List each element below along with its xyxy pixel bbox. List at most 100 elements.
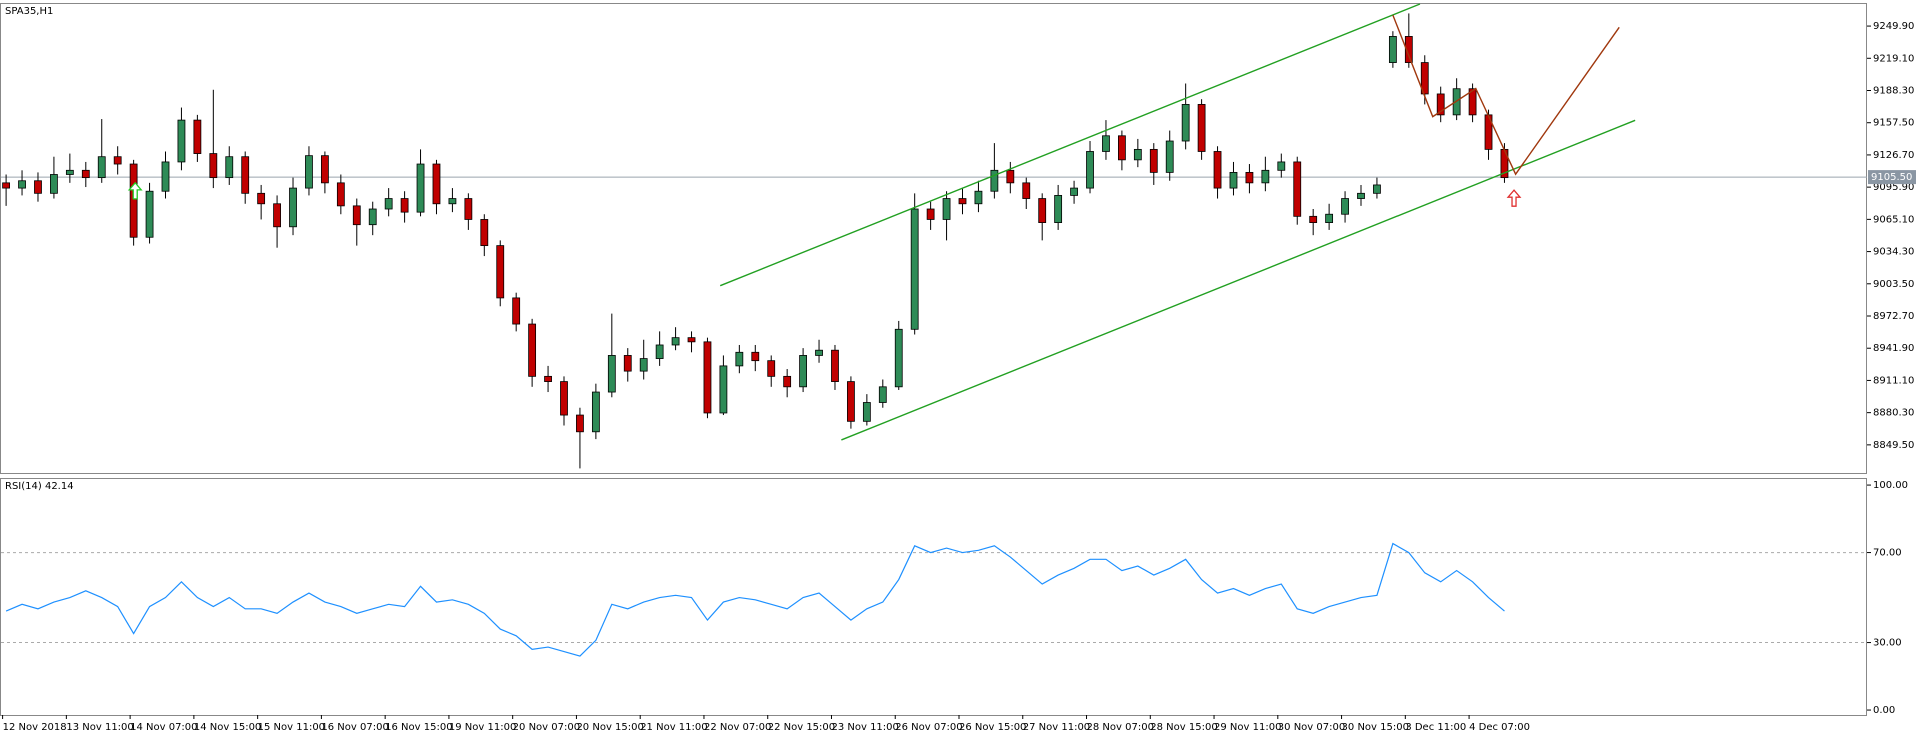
x-tick-label: 16 Nov 15:00: [385, 722, 452, 733]
candle-body: [336, 182, 345, 207]
candle-body: [591, 391, 600, 433]
candle-body: [464, 198, 473, 220]
candle-body: [1133, 148, 1142, 161]
current-price-label: 9105.50: [1871, 172, 1912, 183]
x-tick-label: 30 Nov 15:00: [1342, 722, 1409, 733]
y-tick-label: 100.00: [1873, 480, 1908, 491]
y-tick-label: 9126.70: [1873, 150, 1914, 161]
x-tick-label: 4 Dec 07:00: [1469, 722, 1530, 733]
candle-body: [1261, 169, 1270, 184]
candle-body: [799, 355, 807, 388]
candle-body: [1245, 171, 1254, 184]
candle-body: [990, 169, 999, 192]
candle-body: [878, 386, 887, 403]
x-tick-label: 27 Nov 11:00: [1023, 722, 1090, 733]
candle-body: [512, 297, 521, 325]
candle-body: [894, 328, 903, 388]
y-tick-label: 9188.30: [1873, 85, 1914, 96]
x-tick-label: 14 Nov 07:00: [130, 722, 197, 733]
y-tick-label: 8880.30: [1873, 408, 1914, 419]
y-tick-label: 9157.50: [1873, 118, 1914, 129]
x-tick-label: 15 Nov 11:00: [258, 722, 325, 733]
candle-body: [432, 163, 441, 205]
chart-title: SPA35,H1: [5, 6, 53, 17]
candle-body: [1054, 195, 1063, 224]
candle-body: [177, 119, 186, 163]
candle-body: [942, 198, 951, 220]
candle-body: [1038, 198, 1047, 224]
candle-body: [1325, 213, 1334, 224]
x-tick-label: 20 Nov 15:00: [576, 722, 643, 733]
candle-body: [767, 360, 776, 377]
candle-body: [480, 219, 489, 247]
x-tick-label: 19 Nov 11:00: [449, 722, 516, 733]
x-tick-label: 16 Nov 07:00: [321, 722, 388, 733]
candle-body: [1213, 151, 1222, 189]
x-tick-label: 22 Nov 07:00: [704, 722, 771, 733]
candle-body: [97, 156, 106, 179]
trendline: [841, 119, 1636, 441]
candle-body: [416, 163, 425, 213]
candle-body: [193, 119, 202, 154]
candle-body: [1197, 104, 1206, 152]
y-tick-label: 30.00: [1873, 638, 1902, 649]
candle-body: [448, 198, 457, 205]
candle-body: [50, 174, 58, 194]
y-tick-label: 9003.50: [1873, 279, 1914, 290]
candle-body: [241, 156, 250, 194]
y-tick-label: 9249.90: [1873, 21, 1914, 32]
candle-body: [687, 337, 696, 343]
arrow: [1506, 189, 1522, 207]
candle-body: [305, 155, 313, 189]
candle-body: [623, 355, 632, 372]
candle-body: [751, 351, 760, 362]
x-tick-label: 14 Nov 15:00: [194, 722, 261, 733]
candle-body: [1070, 187, 1078, 196]
candle-body: [1357, 192, 1365, 199]
candle-body: [1436, 93, 1445, 116]
y-tick-label: 8911.10: [1873, 375, 1914, 386]
candle-body: [862, 402, 871, 422]
candle-body: [528, 323, 537, 377]
candle-body: [384, 198, 393, 210]
candle-body: [1102, 135, 1110, 152]
candle-body: [1293, 161, 1302, 217]
candle-body: [974, 190, 983, 205]
candle-body: [1373, 184, 1381, 194]
x-tick-label: 3 Dec 11:00: [1405, 722, 1466, 733]
candle-body: [831, 349, 839, 382]
candle-body: [129, 163, 138, 238]
candle-body: [1118, 135, 1126, 161]
candle-body: [1086, 151, 1094, 189]
trendline: [719, 3, 1421, 287]
candle-body: [655, 344, 664, 359]
candle-body: [1006, 169, 1015, 184]
candle-body: [783, 375, 792, 388]
y-tick-label: 8941.90: [1873, 343, 1914, 354]
candle-body: [847, 381, 855, 422]
candle-body: [1309, 215, 1318, 224]
candle-body: [209, 153, 218, 179]
candle-body: [400, 198, 409, 213]
y-tick-label: 9219.10: [1873, 53, 1914, 64]
candle-body: [639, 358, 648, 372]
y-tick-label: 0.00: [1873, 705, 1895, 716]
x-tick-label: 26 Nov 15:00: [959, 722, 1026, 733]
candle-body: [576, 414, 584, 433]
candle-body: [352, 205, 361, 226]
y-tick-label: 8849.50: [1873, 440, 1914, 451]
candle-body: [81, 169, 90, 179]
main-panel: [0, 3, 1867, 474]
y-tick-label: 9034.30: [1873, 247, 1914, 258]
candle-body: [320, 155, 329, 184]
x-tick-label: 12 Nov 2018: [3, 722, 67, 733]
candle-body: [1181, 104, 1190, 142]
candle-body: [607, 355, 616, 393]
candle-body: [1149, 148, 1158, 173]
candle-body: [1277, 161, 1286, 171]
candle-body: [113, 156, 122, 165]
y-tick-label: 70.00: [1873, 548, 1902, 559]
candle-body: [34, 180, 42, 194]
candle-body: [65, 169, 74, 175]
